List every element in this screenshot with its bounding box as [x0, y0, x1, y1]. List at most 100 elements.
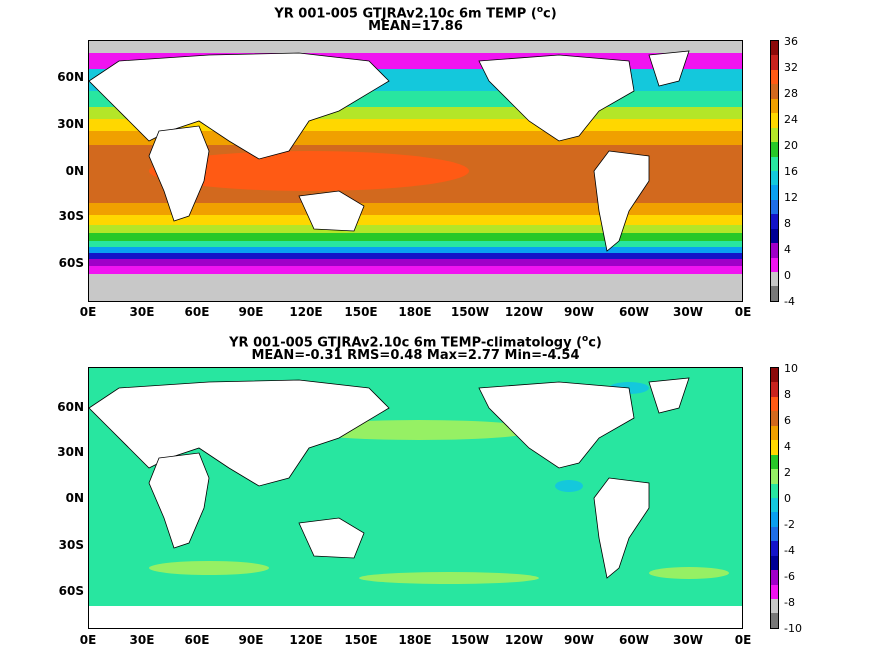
panel1-lon-label: 90W [564, 305, 594, 319]
colorbar-tick-label: -6 [784, 570, 795, 583]
warm-pool [149, 151, 469, 191]
panel1-lon-label: 120E [289, 305, 323, 319]
colorbar-tick-label: 4 [784, 440, 791, 453]
continent-south-america [593, 150, 650, 252]
colorbar-segment [771, 127, 778, 143]
band-south-6 [89, 247, 742, 253]
band-south-8 [89, 259, 742, 266]
continent-africa [148, 125, 210, 222]
antarctic-land [89, 606, 742, 628]
colorbar-tick-label: 0 [784, 492, 791, 505]
colorbar-segment [771, 411, 778, 426]
panel1-lon-label: 90E [238, 305, 264, 319]
colorbar-tick-label: -4 [784, 544, 795, 557]
panel2-lon-label: 120W [504, 633, 544, 647]
panel2-title-unit-sup: o [582, 334, 589, 344]
panel2-lon-label: 90E [238, 633, 264, 647]
panel1-title-text: YR 001-005 GTJRAv2.10c 6m TEMP ( [274, 6, 537, 22]
colorbar-segment [771, 526, 778, 542]
colorbar-tick-label: 8 [784, 217, 791, 230]
colorbar-segment [771, 142, 778, 157]
panel2-lat-30s: 30S [58, 538, 84, 552]
colorbar-segment [771, 555, 778, 571]
panel1-lon-label: 0E [734, 305, 752, 319]
continents [89, 50, 690, 252]
colorbar-segment [771, 228, 778, 244]
panel2-lon-label: 30W [673, 633, 703, 647]
colorbar-segment [771, 98, 778, 114]
arctic-missing [89, 41, 742, 53]
panel2-lon-label: 150W [450, 633, 490, 647]
panel1-title: YR 001-005 GTJRAv2.10c 6m TEMP (oc) [88, 3, 743, 21]
panel1-lat-30s: 30S [58, 209, 84, 223]
colorbar-segment [771, 440, 778, 455]
panel2-lon-label: 0E [79, 633, 97, 647]
panel1-lat-60n: 60N [57, 70, 84, 84]
colorbar-tick-label: 4 [784, 243, 791, 256]
panel1-lat-60s: 60S [58, 256, 84, 270]
continent-greenland [648, 377, 690, 414]
panel2-lon-label: 0E [734, 633, 752, 647]
colorbar-segment [771, 512, 778, 527]
colorbar-segment [771, 84, 778, 99]
panel2-lat-30n: 30N [57, 445, 84, 459]
colorbar-segment [771, 469, 778, 484]
colorbar-segment [771, 286, 778, 301]
colorbar-segment [771, 541, 778, 556]
continents-2 [89, 377, 690, 579]
panel1-lon-label: 60E [184, 305, 210, 319]
colorbar-tick-label: 24 [784, 113, 798, 126]
colorbar-segment [771, 497, 778, 513]
colorbar-segment [771, 55, 778, 70]
panel2-lon-label: 90W [564, 633, 594, 647]
panel2-lon-label: 30E [129, 633, 155, 647]
colorbar-segment [771, 599, 778, 614]
panel2-map-svg [89, 368, 742, 628]
colorbar-tick-label: 2 [784, 466, 791, 479]
positive-anomaly-patches [149, 420, 729, 584]
anomaly-patch [359, 572, 539, 584]
panel1-lon-label: 150E [344, 305, 378, 319]
panel1-lat-30n: 30N [57, 117, 84, 131]
anomaly-patch [555, 480, 583, 492]
panel2-lon-label: 120E [289, 633, 323, 647]
panel2-colorbar [770, 367, 779, 629]
colorbar-tick-label: 12 [784, 191, 798, 204]
anomaly-patch [149, 561, 269, 575]
colorbar-tick-label: -4 [784, 295, 795, 308]
colorbar-tick-label: 36 [784, 35, 798, 48]
colorbar-tick-label: 8 [784, 388, 791, 401]
panel2-lat-60n: 60N [57, 400, 84, 414]
panel2-lat-0n: 0N [65, 491, 84, 505]
band-south-3 [89, 225, 742, 233]
continent-greenland [648, 50, 690, 87]
colorbar-segment [771, 170, 778, 186]
panel2-title: YR 001-005 GTJRAv2.10c 6m TEMP-climatolo… [88, 332, 743, 350]
panel2-anomaly-map [88, 367, 743, 629]
colorbar-segment [771, 113, 778, 128]
band-south-1 [89, 203, 742, 215]
colorbar-tick-label: 6 [784, 414, 791, 427]
panel2-title-unit: c) [588, 335, 602, 351]
colorbar-segment [771, 69, 778, 85]
panel1-lon-label: 180E [398, 305, 432, 319]
colorbar-segment [771, 483, 778, 498]
panel1-map-svg [89, 41, 742, 301]
band-south-7 [89, 253, 742, 259]
continent-south-america [593, 477, 650, 579]
panel2-lon-label: 180E [398, 633, 432, 647]
band-south-9 [89, 266, 742, 274]
colorbar-tick-label: -8 [784, 596, 795, 609]
colorbar-segment [771, 185, 778, 200]
band-south-4 [89, 233, 742, 241]
panel1-lon-label: 30E [129, 305, 155, 319]
panel1-lon-label: 30W [673, 305, 703, 319]
panel1-temperature-map [88, 40, 743, 302]
panel1-lat-0n: 0N [65, 164, 84, 178]
continent-africa [148, 452, 210, 549]
colorbar-tick-label: 0 [784, 269, 791, 282]
panel2-subtitle: MEAN=-0.31 RMS=0.48 Max=2.77 Min=-4.54 [251, 348, 580, 363]
colorbar-segment [771, 382, 778, 397]
panel2-lon-label: 60W [619, 633, 649, 647]
continent-australia [298, 517, 365, 559]
